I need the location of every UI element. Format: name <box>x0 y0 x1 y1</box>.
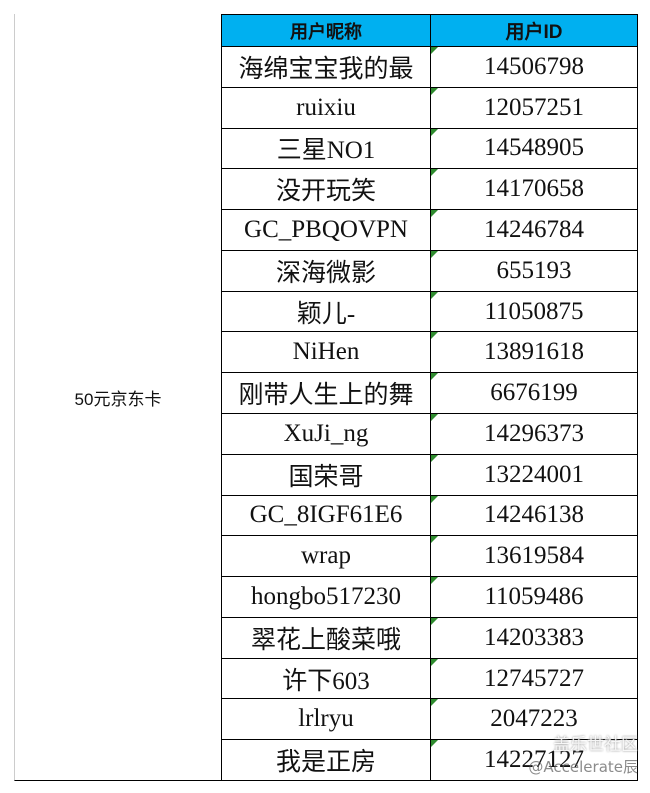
id-cell: 14506798 <box>430 46 638 88</box>
name-cell: hongbo517230 <box>221 576 431 618</box>
name-cell: GC_8IGF61E6 <box>221 494 431 537</box>
name-cell: ruixiu <box>221 86 431 129</box>
text-number-indicator <box>431 495 438 503</box>
text-number-indicator <box>431 536 438 544</box>
text-number-indicator <box>431 169 438 177</box>
text-number-indicator <box>431 291 438 299</box>
id-cell: 13891618 <box>430 331 638 374</box>
name-cell: NiHen <box>221 331 431 374</box>
id-cell: 6676199 <box>430 372 638 414</box>
name-cell: GC_PBQOVPN <box>221 209 431 251</box>
id-cell: 14296373 <box>430 413 638 455</box>
id-cell: 12745727 <box>430 657 638 700</box>
watermark-user: @Accelerate辰 <box>528 758 638 776</box>
text-number-indicator <box>431 87 438 95</box>
id-cell: 14246784 <box>430 209 638 251</box>
text-number-indicator <box>431 414 438 421</box>
name-cell: wrap <box>221 535 431 578</box>
text-number-indicator <box>431 250 438 258</box>
name-cell: 刚带人生上的舞 <box>221 372 431 414</box>
header-cell: 用户ID <box>430 14 638 47</box>
name-cell: lrlryu <box>221 698 431 741</box>
name-cell: 颖儿- <box>221 290 431 333</box>
text-number-indicator <box>431 210 438 218</box>
text-number-indicator <box>431 577 438 585</box>
name-cell: XuJi_ng <box>221 413 431 455</box>
name-cell: 我是正房 <box>221 739 431 781</box>
name-cell: 三星NO1 <box>221 127 431 170</box>
text-number-indicator <box>431 454 438 462</box>
text-number-indicator <box>431 128 438 136</box>
text-number-indicator <box>431 373 438 381</box>
name-cell: 翠花上酸菜哦 <box>221 616 431 659</box>
name-cell: 许下603 <box>221 657 431 700</box>
id-cell: 11059486 <box>430 576 638 618</box>
text-number-indicator <box>431 740 438 748</box>
header-cell: 用户昵称 <box>221 14 431 47</box>
id-cell: 14227127 <box>430 739 638 781</box>
name-cell: 海绵宝宝我的最 <box>221 46 431 88</box>
id-cell: 13619584 <box>430 535 638 578</box>
id-cell: 14170658 <box>430 168 638 211</box>
id-cell: 11050875 <box>430 290 638 333</box>
text-number-indicator <box>431 47 438 54</box>
name-cell: 国荣哥 <box>221 453 431 496</box>
text-number-indicator <box>431 658 438 666</box>
id-cell: 12057251 <box>430 86 638 129</box>
id-cell: 14246138 <box>430 494 638 537</box>
watermark-site: 盖乐世社区 <box>553 735 638 755</box>
id-cell: 655193 <box>430 249 638 292</box>
name-cell: 深海微影 <box>221 249 431 292</box>
id-cell: 13224001 <box>430 453 638 496</box>
text-number-indicator <box>431 617 438 625</box>
id-cell: 14548905 <box>430 127 638 170</box>
name-cell: 没开玩笑 <box>221 168 431 211</box>
text-number-indicator <box>431 332 438 340</box>
id-cell: 14203383 <box>430 616 638 659</box>
group-cell: 50元京东卡 <box>14 14 222 781</box>
text-number-indicator <box>431 699 438 707</box>
